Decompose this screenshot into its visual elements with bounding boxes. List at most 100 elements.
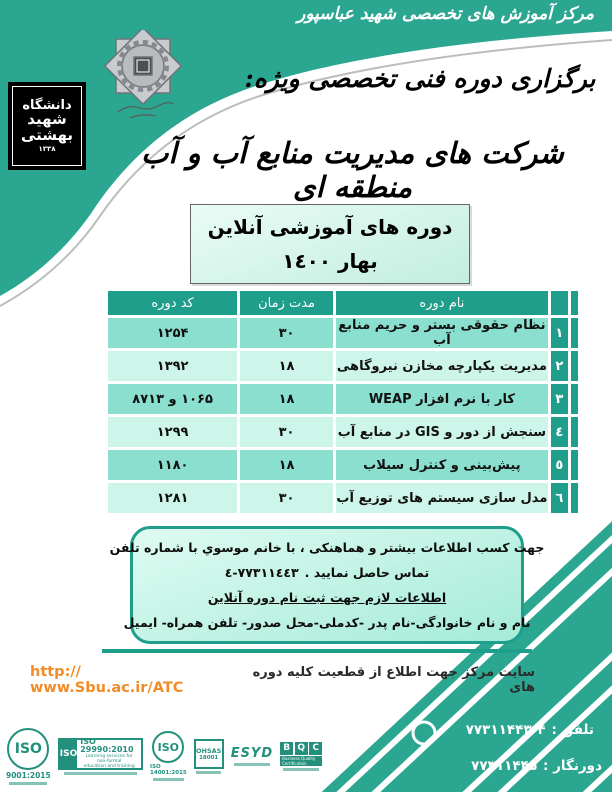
title-box-line2: بهار ١٤٠٠ — [282, 249, 378, 273]
esyd-mark-icon: ESYD — [230, 746, 274, 761]
iso-9001-seal-icon: ISO — [7, 727, 50, 770]
info-line-2: تماس حاصل نمایید . ٧٧٣١١٤٤٣-٤ — [225, 560, 429, 585]
cell-course-name: مدل سازی سیستم های توزیع آب — [335, 483, 548, 513]
course-season-title-box: دوره های آموزشی آنلاین بهار ١٤٠٠ — [190, 204, 470, 284]
teal-divider-rule — [102, 649, 532, 653]
iso-29990-box: ISO ISO 29990:2010 Learning services for… — [57, 737, 144, 771]
iso-14001-logo: ISO ISO 14001:2015 — [150, 731, 187, 781]
training-center-emblem-icon — [103, 30, 183, 119]
stripe-arc-ornament — [411, 720, 437, 746]
cert-number-bar — [195, 770, 222, 774]
header-row-number — [550, 291, 568, 315]
iso-29990-sub1: Learning services for non-formal — [85, 753, 133, 764]
cell-row-number: ٢ — [550, 351, 568, 381]
cell-course-name: سنجش از دور و GIS در منابع آب — [335, 417, 548, 447]
website-line: سایت مرکز جهت اطلاع از قطعیت کلیه دوره ه… — [30, 664, 535, 696]
edge-strip — [570, 318, 578, 348]
bqc-letter-c: C — [309, 741, 323, 755]
registration-info-box: جهت کسب اطلاعات بیشتر و هماهنکی ، با خان… — [110, 526, 544, 644]
bqc-letter-q: Q — [294, 741, 308, 755]
cell-duration: ۳۰ — [240, 318, 333, 348]
iso-29990-sub2: education and training — [83, 764, 135, 770]
ohsas-number: 18001 — [199, 754, 219, 761]
bqc-letter-b: B — [280, 741, 294, 755]
bqc-subtitle: Business Quality Certification — [280, 755, 323, 766]
fax-label: دورنگار : — [543, 758, 602, 774]
center-name-calligraphy: مرکز آموزش های تخصصی شهید عباسپور — [297, 4, 594, 24]
cell-row-number: ٤ — [550, 417, 568, 447]
phone-line: تلفن : ۷۷۳۱۱۴۴۳-۴ — [466, 722, 594, 738]
header-accent-curve — [0, 39, 612, 307]
iso-14001-label: ISO 14001:2015 — [150, 764, 187, 776]
table-row: ٣ کار با نرم افزار WEAP ۱۸ ۱۰۶۵ و ۸۷۱۳ — [108, 384, 578, 414]
cell-course-code: ۱۰۶۵ و ۸۷۱۳ — [108, 384, 238, 414]
headline-line1: برگزاری دوره فنی تخصصی ویژه: — [244, 64, 596, 93]
table-row: ٦ مدل سازی سیستم های توزیع آب ۳۰ ۱۲۸۱ — [108, 483, 578, 513]
table-row: ١ نظام حقوقی بستر و حریم منابع آب ۳۰ ۱۲۵… — [108, 318, 578, 348]
university-logo: دانشگاه شهید بهشتی ۱۳۳۸ — [8, 82, 86, 170]
emblem-signature — [117, 102, 175, 119]
iso-badge-icon: ISO — [59, 739, 78, 768]
website-label: سایت مرکز جهت اطلاع از قطعیت کلیه دوره ه… — [252, 665, 535, 695]
contact-phone-number: ٧٧٣١١٤٤٣-٤ — [224, 565, 299, 580]
fax-line: دورنگار : ۷۷۳۱۱۴۴۵ — [471, 758, 602, 774]
cell-course-code: ۱۲۹۹ — [108, 417, 238, 447]
cell-row-number: ٦ — [550, 483, 568, 513]
phone-number: ۷۷۳۱۱۴۴۳-۴ — [465, 722, 546, 738]
university-year: ۱۳۳۸ — [38, 144, 56, 153]
table-header-row: نام دوره مدت زمان کد دوره — [108, 291, 578, 315]
cert-number-bar — [152, 778, 184, 781]
info-line-4: نام و نام خانوادگی-نام پدر -کدملی-محل صد… — [123, 615, 531, 630]
edge-strip — [570, 351, 578, 381]
header-course-name: نام دوره — [335, 291, 548, 315]
cert-number-bar — [9, 781, 48, 785]
cell-duration: ۳۰ — [240, 417, 333, 447]
cell-course-name: کار با نرم افزار WEAP — [335, 384, 548, 414]
iso-29990-logo: ISO ISO 29990:2010 Learning services for… — [57, 737, 144, 775]
ohsas-title: OHSAS — [196, 746, 222, 755]
cert-number-bar — [233, 763, 270, 766]
iso-9001-logo: ISO 9001:2015 — [6, 727, 51, 785]
university-word-1: دانشگاه — [22, 97, 72, 113]
cell-course-code: ۱۱۸۰ — [108, 450, 238, 480]
cell-duration: ۱۸ — [240, 351, 333, 381]
esyd-logo: ESYD — [231, 746, 273, 766]
cell-duration: ۳۰ — [240, 483, 333, 513]
cell-course-name: پیش‌بینی و کنترل سیلاب — [335, 450, 548, 480]
edge-strip — [570, 450, 578, 480]
table-row: ٢ مدیریت یکپارچه مخازن نیروگاهی ۱۸ ۱۳۹۲ — [108, 351, 578, 381]
header-duration: مدت زمان — [240, 291, 333, 315]
edge-strip — [570, 483, 578, 513]
cell-row-number: ٥ — [550, 450, 568, 480]
cell-duration: ۱۸ — [240, 384, 333, 414]
university-word-2: شهید — [27, 110, 67, 129]
title-box-line1: دوره های آموزشی آنلاین — [207, 215, 453, 239]
cell-course-code: ۱۲۸۱ — [108, 483, 238, 513]
table-row: ٥ پیش‌بینی و کنترل سیلاب ۱۸ ۱۱۸۰ — [108, 450, 578, 480]
iso-29990-text: ISO 29990:2010 Learning services for non… — [77, 737, 141, 771]
iso-29990-title: ISO 29990:2010 — [80, 736, 134, 754]
phone-label: تلفن : — [551, 722, 594, 738]
website-url-link[interactable]: http:// www.Sbu.ac.ir/ATC — [30, 664, 184, 696]
bqc-logo: B Q C Business Quality Certification — [280, 741, 323, 771]
cell-row-number: ١ — [550, 318, 568, 348]
info-line-3: اطلاعات لازم جهت ثبت نام دوره آنلاین — [207, 590, 447, 605]
header-course-code: کد دوره — [108, 291, 238, 315]
headline-line2: شرکت های مدیریت منابع آب و آب منطقه ای — [141, 136, 564, 204]
courses-table: نام دوره مدت زمان کد دوره ١ نظام حقوقی ب… — [105, 288, 581, 516]
university-logo-inner: دانشگاه شهید بهشتی ۱۳۳۸ — [12, 86, 82, 166]
bqc-letters: B Q C — [280, 741, 323, 755]
ohsas-logo: OHSAS 18001 — [193, 738, 224, 774]
cert-number-bar — [64, 771, 137, 775]
certification-logos-row: ISO 9001:2015 ISO ISO 29990:2010 Learnin… — [6, 726, 323, 786]
contact-text: تماس حاصل نمایید . — [304, 565, 430, 580]
cert-number-bar — [283, 767, 319, 771]
cell-course-code: ۱۳۹۲ — [108, 351, 238, 381]
fax-number: ۷۷۳۱۱۴۴۵ — [471, 758, 538, 774]
edge-strip — [570, 384, 578, 414]
cell-course-name: نظام حقوقی بستر و حریم منابع آب — [335, 318, 548, 348]
ohsas-box: OHSAS 18001 — [193, 738, 224, 769]
iso-9001-label: 9001:2015 — [6, 770, 51, 780]
cell-course-name: مدیریت یکپارچه مخازن نیروگاهی — [335, 351, 548, 381]
